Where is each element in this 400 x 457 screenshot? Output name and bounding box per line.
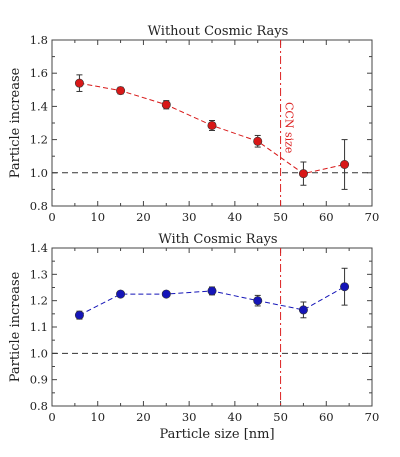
y-tick-label: 1.2	[30, 294, 48, 308]
panel-2: With Cosmic Rays 0 10 20 30 40 50 60 70 0.8 0.9 1.0…	[8, 232, 379, 442]
plot-frame	[51, 247, 373, 407]
y-tick-label: 1.0	[30, 166, 48, 180]
x-tick-label: 60	[319, 410, 334, 424]
data-point	[74, 310, 84, 320]
data-point	[298, 169, 308, 179]
x-tick-label: 10	[90, 410, 105, 424]
y-tick-label: 1.4	[30, 99, 48, 113]
y-axis-label: Particle increase	[8, 67, 23, 178]
chart-title: With Cosmic Rays	[158, 232, 277, 247]
y-tick-label: 0.9	[30, 373, 48, 387]
x-tick-label: 10	[90, 210, 105, 224]
x-tick-label: 50	[273, 210, 288, 224]
x-tick-label: 70	[365, 410, 380, 424]
data-point	[298, 305, 308, 315]
y-axis-label: Particle increase	[8, 271, 23, 382]
data-point	[340, 160, 350, 170]
y-tick-label: 1.3	[30, 267, 48, 281]
y-tick-label: 1.6	[30, 66, 48, 80]
y-tick-label: 1.4	[30, 241, 48, 255]
x-tick-label: 70	[365, 210, 380, 224]
x-tick-label: 0	[48, 410, 55, 424]
data-point	[253, 136, 263, 146]
data-point	[207, 120, 217, 130]
x-tick-label: 40	[228, 410, 243, 424]
data-point	[116, 289, 126, 299]
y-tick-label: 0.8	[30, 399, 48, 413]
x-tick-label: 30	[182, 410, 197, 424]
x-tick-label: 40	[228, 210, 243, 224]
ccn-size-label: CCN size	[283, 102, 296, 153]
data-point	[207, 286, 217, 296]
y-tick-label: 1.1	[30, 320, 48, 334]
chart-title: Without Cosmic Rays	[148, 24, 289, 39]
data-point	[116, 86, 126, 96]
x-tick-label: 50	[273, 410, 288, 424]
data-point	[340, 282, 350, 292]
data-point	[253, 296, 263, 306]
data-point	[161, 289, 171, 299]
x-axis-label: Particle size [nm]	[159, 427, 274, 442]
y-tick-label: 1.0	[30, 346, 48, 360]
x-tick-label: 60	[319, 210, 334, 224]
y-tick-label: 1.8	[30, 33, 48, 47]
y-tick-label: 1.2	[30, 133, 48, 147]
data-point	[161, 100, 171, 110]
x-tick-label: 20	[136, 410, 151, 424]
x-tick-label: 20	[136, 210, 151, 224]
x-tick-label: 0	[48, 210, 55, 224]
y-tick-label: 0.8	[30, 199, 48, 213]
x-tick-label: 30	[182, 210, 197, 224]
panel-1: Without Cosmic Rays 0 10 20 30 40 50 60 70 0.8 1.0…	[8, 24, 379, 224]
data-point	[74, 78, 84, 88]
